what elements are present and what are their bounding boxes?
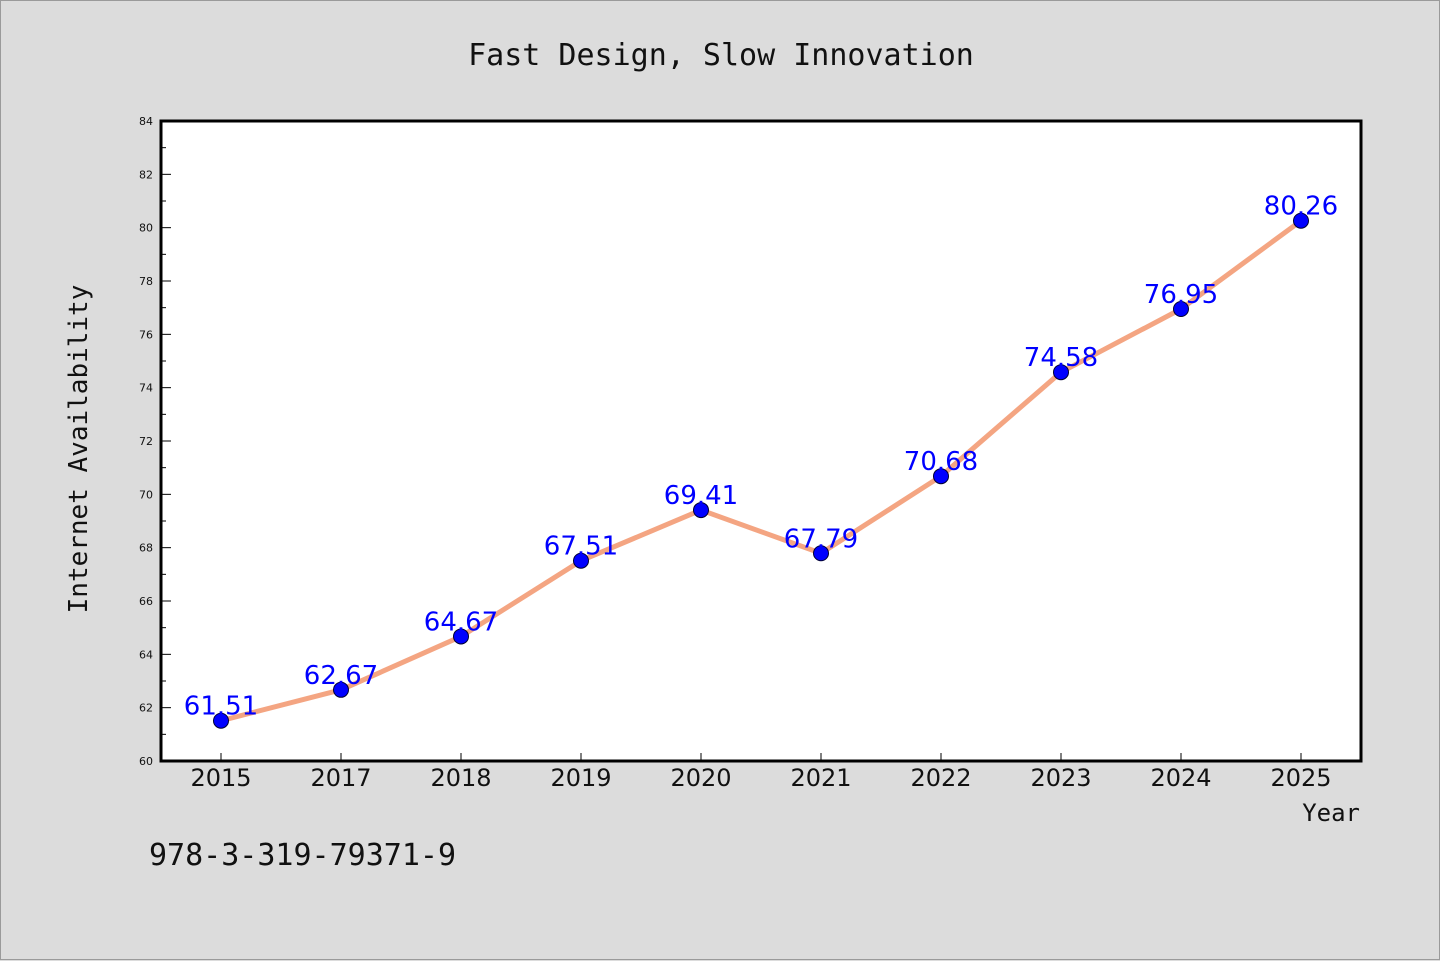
data-point: [933, 468, 949, 485]
y-axis-label: Internet Availability: [64, 285, 94, 614]
series-layer: [213, 212, 1309, 729]
data-point: [573, 552, 589, 569]
y-tick-label: 80: [139, 222, 153, 235]
y-tick-label: 76: [139, 328, 153, 341]
chart-title: Fast Design, Slow Innovation: [468, 38, 974, 73]
data-point: [1293, 212, 1309, 229]
x-tick-label: 2017: [310, 764, 371, 792]
plot-area: [159, 119, 1363, 763]
x-tick-label: 2020: [670, 764, 731, 792]
data-label: 80.26: [1264, 192, 1338, 222]
data-label: 67.51: [544, 532, 618, 562]
x-tick-label: 2025: [1270, 764, 1331, 792]
x-axis-ticks: 2015 2017 2018 2019 2020 2021 2022 2023 2024 2025: [190, 753, 1332, 792]
series-line: [220, 218, 1303, 724]
y-tick-label: 62: [139, 702, 153, 715]
data-point: [1053, 364, 1069, 381]
data-point: [813, 545, 829, 562]
data-label: 67.79: [784, 524, 858, 554]
isbn-annotation: 978-3-319-79371-9: [149, 838, 456, 873]
data-label: 76.95: [1144, 280, 1218, 310]
x-tick-label: 2024: [1150, 764, 1211, 792]
y-tick-label: 68: [139, 542, 153, 555]
y-axis-ticks: 60 62 64 66 68 70 72 74 76 78 80 82 84: [139, 115, 171, 768]
x-axis-label: Year: [1302, 799, 1360, 827]
y-tick-label: 78: [139, 275, 153, 288]
y-tick-label: 72: [139, 435, 153, 448]
data-point: [693, 502, 709, 519]
data-point: [453, 628, 469, 645]
data-label: 70.68: [904, 447, 978, 477]
data-point: [213, 712, 229, 729]
data-point: [1173, 301, 1189, 317]
y-tick-label: 74: [139, 382, 153, 395]
x-tick-label: 2019: [550, 764, 611, 792]
y-tick-label: 60: [139, 755, 153, 768]
x-tick-label: 2023: [1030, 764, 1091, 792]
data-label: 64.67: [424, 607, 498, 637]
data-label: 61.51: [184, 692, 258, 722]
y-tick-label: 66: [139, 595, 153, 608]
y-tick-label: 70: [139, 488, 153, 501]
y-tick-label: 64: [139, 648, 153, 661]
y-tick-label: 84: [139, 115, 153, 128]
y-tick-label: 82: [139, 168, 153, 181]
data-label: 62.67: [304, 661, 378, 691]
x-tick-label: 2022: [910, 764, 971, 792]
x-tick-label: 2021: [790, 764, 851, 792]
data-label: 74.58: [1024, 343, 1098, 373]
data-label: 69.41: [664, 481, 738, 511]
x-tick-label: 2018: [430, 764, 491, 792]
x-tick-label: 2015: [190, 764, 251, 792]
data-point: [333, 681, 349, 698]
data-label-layer: 61.51 62.67 64.67 67.51 69.41 67.79 70.68 74.58…: [184, 192, 1338, 722]
